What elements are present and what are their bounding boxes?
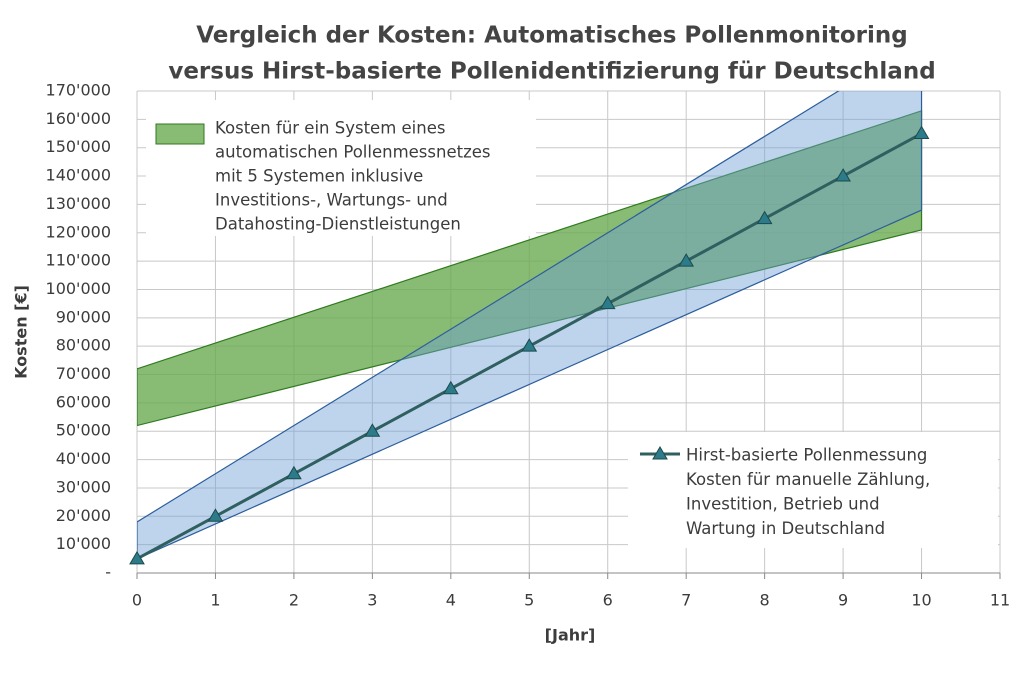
x-tick-label: 7 bbox=[681, 591, 691, 610]
marker bbox=[835, 168, 851, 182]
y-tick-label: 140'000 bbox=[46, 166, 111, 185]
marker bbox=[913, 125, 930, 140]
marker bbox=[599, 295, 616, 310]
band bbox=[137, 91, 923, 560]
y-tick-label: 80'000 bbox=[56, 336, 111, 355]
x-tick-label: 5 bbox=[524, 591, 534, 610]
legend-marker bbox=[652, 446, 668, 460]
y-tick-label: 160'000 bbox=[46, 109, 111, 128]
legend-label: Investitions-, Wartungs- und bbox=[215, 191, 448, 210]
y-tick-label: 170'000 bbox=[46, 81, 111, 100]
x-tick-label: 2 bbox=[289, 591, 299, 610]
y-tick-label: 90'000 bbox=[56, 307, 111, 326]
y-tick-label: 130'000 bbox=[46, 194, 111, 213]
marker bbox=[364, 423, 381, 437]
x-tick-label: 4 bbox=[446, 591, 456, 610]
legend-label: Hirst-basierte Pollenmessung bbox=[686, 446, 927, 465]
marker bbox=[756, 210, 773, 225]
x-tick-label: 6 bbox=[603, 591, 613, 610]
marker bbox=[442, 380, 459, 395]
marker bbox=[207, 508, 224, 522]
marker bbox=[678, 253, 695, 267]
legend-label: Datahosting-Dienstleistungen bbox=[215, 215, 461, 234]
y-axis-label: Kosten [€] bbox=[12, 285, 31, 379]
legend-label: mit 5 Systemen inklusive bbox=[215, 167, 423, 186]
legend-bg bbox=[146, 100, 536, 236]
y-tick-label: 150'000 bbox=[46, 137, 111, 156]
y-tick-label: 120'000 bbox=[46, 222, 111, 241]
x-tick-label: 1 bbox=[210, 591, 220, 610]
x-tick-label: 0 bbox=[132, 591, 142, 610]
chart-title: versus Hirst-basierte Pollenidentifizier… bbox=[168, 59, 935, 85]
marker bbox=[129, 550, 145, 565]
x-tick-label: 9 bbox=[838, 591, 848, 610]
legend-label: Kosten für ein System eines bbox=[215, 119, 445, 138]
legend-swatch bbox=[155, 123, 205, 145]
x-axis-label: [Jahr] bbox=[545, 626, 596, 645]
x-tick-label: 11 bbox=[990, 591, 1010, 610]
y-tick-label: 60'000 bbox=[56, 392, 111, 411]
y-tick-label: 100'000 bbox=[46, 279, 111, 298]
x-tick-label: 10 bbox=[911, 591, 931, 610]
y-tick-label: 70'000 bbox=[56, 364, 111, 383]
y-tick-label: 110'000 bbox=[46, 251, 111, 270]
legend-label: automatischen Pollenmessnetzes bbox=[215, 143, 491, 162]
legend-label: Kosten für manuelle Zählung, bbox=[686, 470, 930, 489]
marker bbox=[286, 465, 302, 480]
y-tick-label: 40'000 bbox=[56, 449, 111, 468]
legend-label: Investition, Betrieb und bbox=[686, 495, 880, 514]
marker bbox=[521, 338, 538, 352]
x-tick-label: 3 bbox=[367, 591, 377, 610]
y-tick-label: - bbox=[105, 563, 111, 582]
y-tick-label: 20'000 bbox=[56, 506, 111, 525]
y-tick-label: 50'000 bbox=[56, 421, 111, 440]
chart-title: Vergleich der Kosten: Automatisches Poll… bbox=[196, 23, 907, 49]
x-tick-label: 8 bbox=[760, 591, 770, 610]
legend-bg bbox=[628, 432, 998, 548]
y-tick-label: 10'000 bbox=[56, 534, 111, 553]
legend-label: Wartung in Deutschland bbox=[686, 519, 885, 538]
band bbox=[137, 110, 923, 427]
y-tick-label: 30'000 bbox=[56, 477, 111, 496]
